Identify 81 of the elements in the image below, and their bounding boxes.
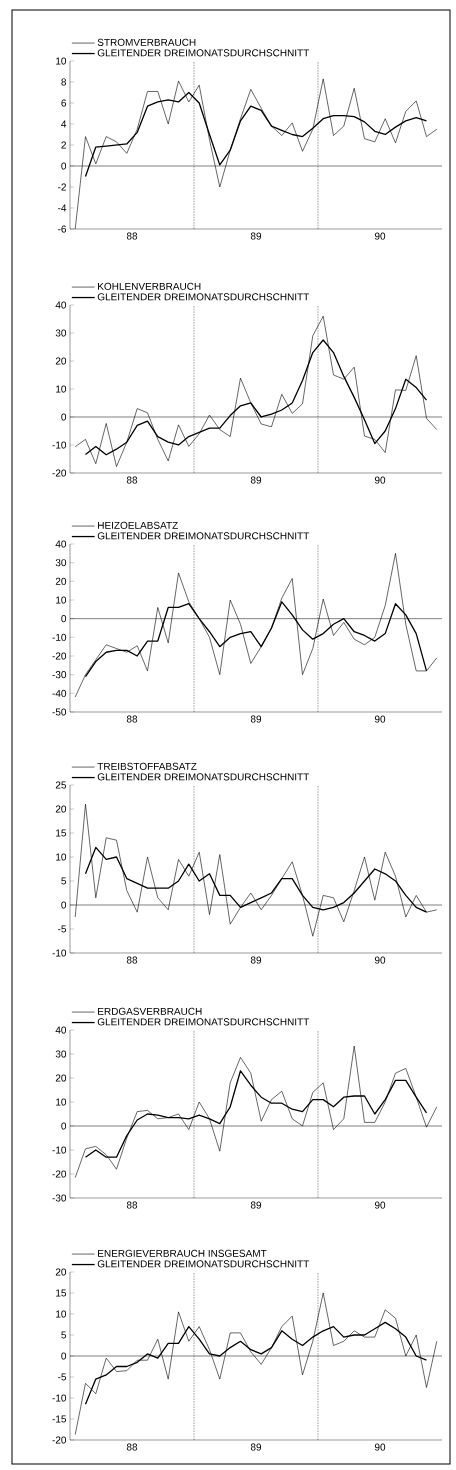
y-tick-label: 20 — [55, 805, 67, 813]
y-tick-label: -10 — [52, 949, 67, 957]
y-tick-label: 5 — [61, 877, 67, 885]
legend-label: ENERGIEVERBRAUCH INSGESAMT — [98, 1249, 267, 1257]
y-tick-label: 30 — [55, 329, 67, 337]
y-tick-label: 20 — [55, 577, 67, 585]
y-tick-label: 15 — [56, 829, 67, 837]
y-tick-label: 40 — [55, 540, 67, 548]
legend-label: GLEITENDER DREIMONATSDURCHSCHNITT — [97, 49, 310, 57]
y-tick-label: 40 — [55, 301, 67, 309]
legend-label: GLEITENDER DREIMONATSDURCHSCHNITT — [97, 1260, 310, 1268]
x-tick-label: 88 — [126, 715, 138, 723]
y-tick-label: 40 — [55, 1026, 67, 1034]
y-tick-label: 10 — [56, 853, 67, 861]
y-tick-label: 10 — [56, 1310, 67, 1318]
y-tick-label: 15 — [56, 1289, 67, 1297]
y-tick-label: -20 — [52, 652, 67, 660]
y-tick-label: 30 — [55, 1050, 67, 1058]
y-tick-label: -10 — [52, 1146, 67, 1154]
y-tick-label: -6 — [58, 225, 67, 233]
y-tick-label: -15 — [52, 1415, 67, 1423]
x-tick-label: 89 — [250, 1201, 262, 1209]
legend-label: KOHLENVERBRAUCH — [98, 282, 201, 290]
legend-label: STROMVERBRAUCH — [97, 38, 196, 46]
y-tick-label: -4 — [58, 204, 67, 212]
y-tick-label: 10 — [56, 596, 67, 604]
y-tick-label: -30 — [52, 1194, 67, 1202]
y-tick-label: -2 — [58, 183, 66, 191]
y-tick-label: 25 — [55, 781, 67, 789]
legend-label: GLEITENDER DREIMONATSDURCHSCHNITT — [97, 532, 310, 540]
legend-label: HEIZOELABSATZ — [98, 521, 178, 529]
y-tick-label: -20 — [52, 1436, 67, 1444]
y-tick-label: 20 — [55, 1074, 67, 1082]
y-tick-label: -10 — [52, 633, 67, 641]
x-tick-label: 89 — [250, 232, 262, 240]
x-tick-label: 90 — [374, 232, 386, 240]
y-tick-label: 0 — [61, 901, 67, 909]
y-tick-label: -10 — [52, 1394, 67, 1402]
y-tick-label: -20 — [52, 1170, 67, 1178]
y-tick-label: 10 — [56, 1098, 67, 1106]
x-tick-label: 89 — [250, 476, 262, 484]
x-tick-label: 88 — [126, 476, 138, 484]
y-tick-label: -5 — [58, 925, 67, 933]
y-tick-label: 10 — [56, 385, 67, 393]
y-tick-label: 8 — [61, 78, 67, 86]
y-tick-label: 0 — [61, 162, 67, 170]
y-tick-label: 0 — [61, 1122, 67, 1130]
y-tick-label: 4 — [61, 120, 67, 128]
y-tick-label: -30 — [52, 671, 67, 679]
x-tick-label: 88 — [126, 956, 138, 964]
x-tick-label: 90 — [374, 476, 386, 484]
x-tick-label: 90 — [374, 1201, 386, 1209]
y-tick-label: -40 — [52, 689, 67, 697]
legend-label: GLEITENDER DREIMONATSDURCHSCHNITT — [97, 293, 310, 301]
y-tick-label: 20 — [55, 357, 67, 365]
y-tick-label: 0 — [61, 413, 67, 421]
legend-label: TREIBSTOFFABSATZ — [97, 762, 197, 770]
y-tick-label: -5 — [58, 1373, 67, 1381]
x-tick-label: 90 — [374, 715, 386, 723]
y-tick-label: -50 — [52, 708, 67, 716]
y-tick-label: 0 — [61, 615, 67, 623]
y-tick-label: 20 — [55, 1268, 67, 1276]
y-tick-label: 5 — [61, 1331, 67, 1339]
y-tick-label: 0 — [61, 1352, 67, 1360]
x-tick-label: 89 — [250, 715, 262, 723]
legend-label: GLEITENDER DREIMONATSDURCHSCHNITT — [97, 773, 310, 781]
x-tick-label: 89 — [250, 1443, 262, 1451]
y-tick-label: -10 — [52, 441, 67, 449]
y-tick-label: -20 — [52, 469, 67, 477]
x-tick-label: 88 — [126, 232, 138, 240]
x-tick-label: 88 — [126, 1443, 138, 1451]
x-tick-label: 89 — [250, 956, 262, 964]
y-tick-label: 30 — [55, 559, 67, 567]
y-tick-label: 10 — [56, 57, 67, 65]
legend-label: ERDGASVERBRAUCH — [98, 1007, 202, 1015]
legend-label: GLEITENDER DREIMONATSDURCHSCHNITT — [97, 1018, 310, 1026]
x-tick-label: 90 — [374, 1443, 386, 1451]
x-tick-label: 90 — [374, 956, 386, 964]
x-tick-label: 88 — [126, 1201, 138, 1209]
y-tick-label: 2 — [61, 141, 66, 149]
y-tick-label: 6 — [61, 99, 67, 107]
